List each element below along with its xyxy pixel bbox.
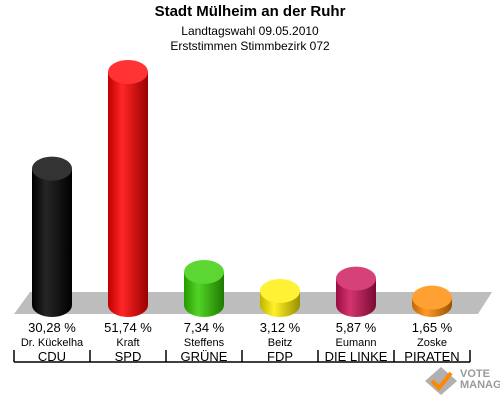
party-label: SPD xyxy=(114,349,142,364)
value-label: 51,74 % xyxy=(104,320,152,335)
bar-top xyxy=(412,285,452,310)
party-label: FDP xyxy=(267,349,293,364)
vote-manager-logo: VOTE MANAGER xyxy=(420,365,500,397)
chart-title: Stadt Mülheim an der Ruhr xyxy=(154,3,346,20)
bar-die-linke xyxy=(336,266,376,317)
bar-spd xyxy=(108,60,148,317)
value-label: 3,12 % xyxy=(259,320,301,335)
chart-subtitle-2: Erststimmen Stimmbezirk 072 xyxy=(170,39,330,53)
value-label: 7,34 % xyxy=(183,320,225,335)
logo-text: VOTE MANAGER xyxy=(460,369,500,391)
bar-top xyxy=(184,259,224,284)
party-label: DIE LINKE xyxy=(324,349,388,364)
logo-line-2: MANAGER xyxy=(460,379,500,391)
party-label: GRÜNE xyxy=(180,349,228,364)
candidate-label: Zoske xyxy=(417,337,447,349)
bar-gr-ne xyxy=(184,259,224,317)
bar-body xyxy=(108,72,148,305)
party-label: PIRATEN xyxy=(404,349,460,364)
candidate-label: Steffens xyxy=(183,337,225,349)
bar-base xyxy=(336,293,376,317)
bar-top xyxy=(336,266,376,291)
bar-top xyxy=(260,278,300,303)
chart-subtitle: Landtagswahl 09.05.2010 xyxy=(181,24,319,38)
value-label: 1,65 % xyxy=(411,320,453,335)
bar-base xyxy=(184,293,224,317)
bar-piraten xyxy=(412,285,452,317)
candidate-label: Kraft xyxy=(116,337,140,349)
bar-top xyxy=(108,60,148,84)
candidate-label: Dr. Kückelha xyxy=(20,337,84,349)
bar-cdu xyxy=(32,156,72,317)
candidate-label: Eumann xyxy=(335,337,377,349)
bar-top xyxy=(32,156,72,181)
bar-base xyxy=(32,293,72,317)
bar-fdp xyxy=(260,278,300,317)
checkmark-ballot-icon xyxy=(425,367,457,395)
bar-body xyxy=(32,168,72,305)
value-label: 30,28 % xyxy=(28,320,76,335)
party-label: CDU xyxy=(37,349,67,364)
value-label: 5,87 % xyxy=(335,320,377,335)
bar-base xyxy=(108,293,148,317)
logo-line-1: VOTE xyxy=(460,368,490,380)
candidate-label: Beitz xyxy=(267,337,293,349)
